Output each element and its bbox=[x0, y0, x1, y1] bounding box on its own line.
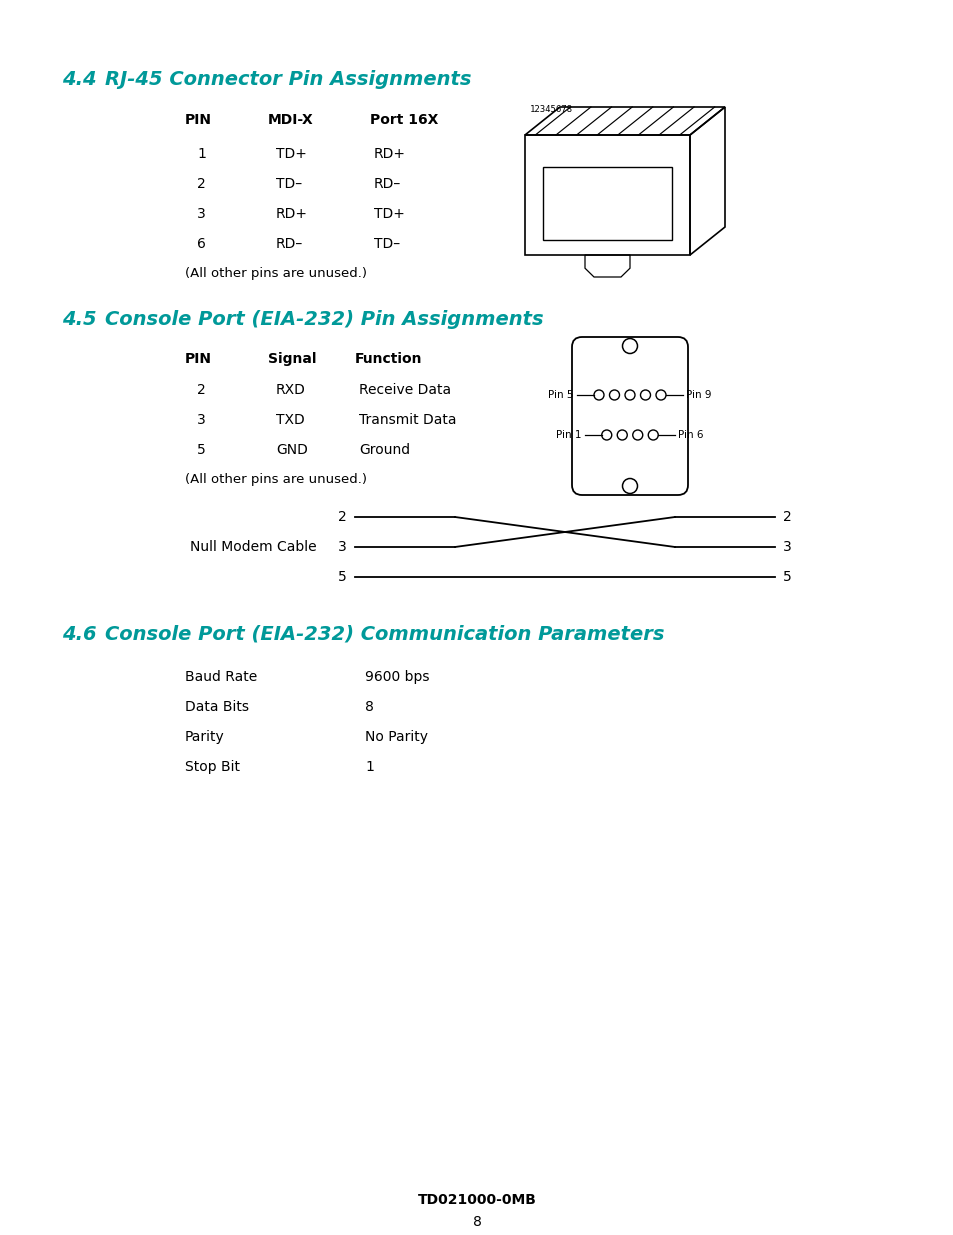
Text: PIN: PIN bbox=[185, 352, 212, 366]
Text: Null Modem Cable: Null Modem Cable bbox=[190, 540, 316, 555]
Text: 5: 5 bbox=[196, 443, 206, 457]
Text: 8: 8 bbox=[472, 1215, 481, 1229]
Text: TD+: TD+ bbox=[275, 147, 307, 161]
Text: PIN: PIN bbox=[185, 112, 212, 127]
Text: Function: Function bbox=[355, 352, 422, 366]
Text: 3: 3 bbox=[782, 540, 791, 555]
Text: Data Bits: Data Bits bbox=[185, 700, 249, 714]
Text: 1: 1 bbox=[365, 760, 374, 774]
Text: Port 16X: Port 16X bbox=[370, 112, 438, 127]
Text: Signal: Signal bbox=[268, 352, 316, 366]
Text: 2: 2 bbox=[338, 510, 347, 524]
Text: TD–: TD– bbox=[275, 177, 302, 191]
Text: GND: GND bbox=[275, 443, 308, 457]
Text: 4.5: 4.5 bbox=[62, 310, 96, 329]
Text: RD+: RD+ bbox=[275, 207, 308, 221]
Text: Console Port (EIA-232) Pin Assignments: Console Port (EIA-232) Pin Assignments bbox=[105, 310, 543, 329]
Text: 2: 2 bbox=[782, 510, 791, 524]
Text: 3: 3 bbox=[196, 412, 206, 427]
Text: Pin 1: Pin 1 bbox=[556, 430, 581, 440]
Text: Baud Rate: Baud Rate bbox=[185, 671, 257, 684]
Text: Console Port (EIA-232) Communication Parameters: Console Port (EIA-232) Communication Par… bbox=[105, 625, 664, 643]
Text: MDI-X: MDI-X bbox=[268, 112, 314, 127]
Text: TD021000-0MB: TD021000-0MB bbox=[417, 1193, 536, 1207]
Text: RXD: RXD bbox=[275, 383, 306, 396]
Text: 1: 1 bbox=[196, 147, 206, 161]
Text: RD–: RD– bbox=[374, 177, 401, 191]
Text: RD+: RD+ bbox=[374, 147, 406, 161]
Text: 9600 bps: 9600 bps bbox=[365, 671, 429, 684]
Text: (All other pins are unused.): (All other pins are unused.) bbox=[185, 473, 367, 487]
Text: 3: 3 bbox=[338, 540, 347, 555]
Text: No Parity: No Parity bbox=[365, 730, 428, 743]
Text: RJ-45 Connector Pin Assignments: RJ-45 Connector Pin Assignments bbox=[105, 70, 471, 89]
Text: Pin 5: Pin 5 bbox=[548, 390, 574, 400]
Text: Ground: Ground bbox=[358, 443, 410, 457]
Text: 5: 5 bbox=[338, 571, 347, 584]
Text: 8: 8 bbox=[365, 700, 374, 714]
Text: (All other pins are unused.): (All other pins are unused.) bbox=[185, 267, 367, 280]
Text: 6: 6 bbox=[196, 237, 206, 251]
Text: Pin 6: Pin 6 bbox=[678, 430, 703, 440]
Text: Transmit Data: Transmit Data bbox=[358, 412, 456, 427]
Text: Receive Data: Receive Data bbox=[358, 383, 451, 396]
Text: RD–: RD– bbox=[275, 237, 303, 251]
Text: TD+: TD+ bbox=[374, 207, 404, 221]
Text: 12345678: 12345678 bbox=[530, 105, 573, 114]
Text: 4.4: 4.4 bbox=[62, 70, 96, 89]
Text: 2: 2 bbox=[196, 177, 206, 191]
Text: Parity: Parity bbox=[185, 730, 225, 743]
Text: 3: 3 bbox=[196, 207, 206, 221]
Text: TD–: TD– bbox=[374, 237, 399, 251]
Text: 5: 5 bbox=[782, 571, 791, 584]
Text: Pin 9: Pin 9 bbox=[685, 390, 711, 400]
Text: 2: 2 bbox=[196, 383, 206, 396]
Text: Stop Bit: Stop Bit bbox=[185, 760, 240, 774]
Text: TXD: TXD bbox=[275, 412, 304, 427]
Text: 4.6: 4.6 bbox=[62, 625, 96, 643]
